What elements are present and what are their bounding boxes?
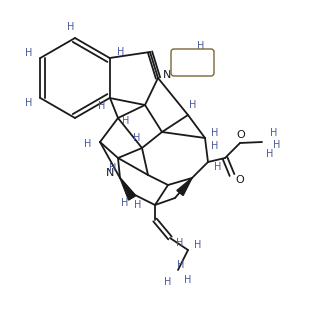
Text: H: H bbox=[164, 277, 172, 287]
Text: H: H bbox=[67, 22, 75, 32]
Text: H: H bbox=[25, 48, 32, 58]
Text: H: H bbox=[134, 200, 142, 210]
Polygon shape bbox=[177, 178, 192, 196]
Text: H: H bbox=[177, 260, 185, 270]
Text: H: H bbox=[133, 133, 141, 143]
Text: H: H bbox=[214, 162, 222, 172]
Text: O: O bbox=[237, 130, 246, 140]
Text: O: O bbox=[236, 175, 245, 185]
Text: H: H bbox=[117, 47, 124, 57]
Text: H: H bbox=[194, 240, 202, 250]
Text: H: H bbox=[270, 128, 278, 138]
Polygon shape bbox=[120, 178, 135, 200]
Text: H: H bbox=[266, 149, 274, 159]
Text: Abs: Abs bbox=[183, 57, 201, 67]
Text: N: N bbox=[106, 168, 114, 178]
Text: H: H bbox=[211, 141, 219, 151]
Text: H: H bbox=[98, 101, 106, 111]
Text: H: H bbox=[109, 163, 117, 173]
Text: H: H bbox=[211, 128, 219, 138]
Text: H: H bbox=[122, 116, 130, 126]
Text: H: H bbox=[197, 41, 205, 51]
Text: H: H bbox=[189, 100, 197, 110]
FancyBboxPatch shape bbox=[171, 49, 214, 76]
Text: H: H bbox=[176, 238, 184, 248]
Text: H: H bbox=[184, 275, 192, 285]
Text: H: H bbox=[84, 139, 92, 149]
Text: N: N bbox=[163, 70, 171, 80]
Text: H: H bbox=[273, 140, 281, 150]
Text: H: H bbox=[25, 98, 32, 108]
Text: H: H bbox=[121, 198, 129, 208]
